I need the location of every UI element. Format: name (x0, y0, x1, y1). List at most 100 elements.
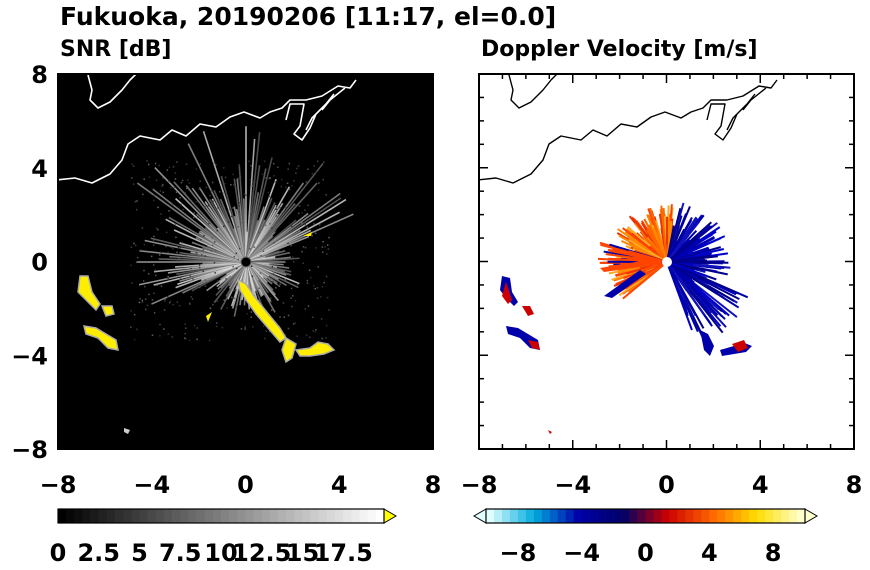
snr-noise (274, 181, 276, 183)
snr-colorbar-tick-label: 2.5 (77, 539, 120, 567)
snr-noise (189, 274, 191, 277)
snr-colorbar-cell (74, 509, 83, 523)
snr-noise (254, 181, 256, 184)
doppler-colorbar-cell (621, 509, 630, 523)
snr-noise (263, 160, 266, 163)
doppler-colorbar-cell (517, 509, 527, 523)
snr-noise (297, 165, 300, 167)
snr-noise (182, 208, 184, 211)
y-tick-label: 8 (31, 61, 48, 89)
snr-noise (160, 251, 163, 254)
snr-noise (185, 254, 187, 256)
snr-noise (318, 224, 321, 226)
snr-noise (181, 179, 184, 182)
snr-noise (314, 232, 317, 235)
snr-noise (180, 181, 183, 184)
doppler-colorbar-cell (773, 509, 782, 523)
snr-noise (152, 264, 155, 266)
snr-noise (305, 181, 308, 183)
snr-colorbar-cell (245, 509, 254, 523)
snr-noise (144, 298, 147, 300)
doppler-colorbar-cell (493, 509, 503, 523)
snr-noise (231, 297, 233, 299)
snr-noise (282, 302, 285, 304)
snr-noise (294, 203, 296, 206)
snr-colorbar-cell (294, 509, 303, 523)
snr-noise (223, 167, 225, 169)
snr-colorbar-cell (375, 509, 385, 523)
snr-noise (213, 162, 216, 164)
snr-noise (188, 182, 191, 184)
snr-noise (172, 166, 175, 168)
snr-noise (313, 222, 315, 225)
snr-noise (275, 287, 277, 289)
snr-noise (250, 165, 252, 167)
snr-noise (188, 302, 191, 305)
snr-noise (230, 215, 233, 218)
snr-noise (237, 225, 240, 228)
snr-noise (153, 239, 155, 241)
snr-noise (163, 328, 165, 330)
snr-noise (190, 247, 192, 250)
doppler-ray-negative (666, 261, 689, 317)
snr-noise (163, 309, 166, 311)
snr-noise (141, 301, 144, 303)
snr-colorbar-cell (82, 509, 91, 523)
snr-noise (162, 191, 165, 194)
snr-noise (154, 162, 157, 165)
snr-noise (147, 163, 150, 166)
snr-noise (168, 180, 170, 183)
snr-noise (168, 166, 171, 169)
snr-colorbar-frame (57, 508, 385, 524)
snr-noise (134, 244, 137, 247)
snr-noise (134, 200, 137, 203)
doppler-ray-positive (660, 205, 668, 263)
snr-noise (309, 276, 312, 279)
snr-noise (192, 278, 194, 280)
snr-colorbar-cell (261, 509, 271, 523)
snr-noise (235, 288, 237, 291)
doppler-ray-positive (646, 229, 668, 263)
snr-noise (262, 325, 265, 327)
doppler-ray-negative (666, 220, 701, 263)
snr-colorbar-cell (90, 509, 100, 523)
snr-noise (208, 339, 211, 342)
snr-noise (261, 173, 264, 175)
snr-axis-ticks: −8 −4 0 4 8 −8 −4 0 4 8 (11, 61, 441, 499)
doppler-axis-ticks: −8 −4 0 4 8 (461, 73, 862, 499)
x-tick-label: −8 (461, 471, 498, 499)
snr-colorbar-cell (172, 509, 181, 523)
snr-echo-west-1 (77, 275, 101, 312)
snr-noise (147, 273, 150, 275)
doppler-ray-negative (666, 261, 707, 277)
snr-radar-site (240, 256, 252, 268)
doppler-colorbar-extend-max (804, 508, 818, 524)
snr-noise (195, 168, 198, 170)
snr-noise (325, 275, 328, 278)
snr-noise (135, 261, 138, 263)
snr-colorbar-extend (383, 508, 397, 524)
doppler-colorbar-cell (797, 509, 806, 523)
snr-noise (301, 212, 303, 214)
snr-echo-west-2 (100, 305, 115, 317)
snr-noise (292, 256, 294, 258)
snr-noise (143, 269, 145, 272)
doppler-colorbar-cell (757, 509, 766, 523)
snr-noise (160, 213, 162, 215)
snr-noise (233, 183, 235, 186)
snr-colorbar-tick-label: 17.5 (314, 539, 373, 567)
snr-noise (311, 172, 314, 175)
doppler-colorbar-cell (629, 509, 638, 523)
snr-noise (287, 242, 289, 245)
snr-noise (141, 227, 144, 229)
snr-noise (258, 231, 260, 234)
snr-colorbar-cell (131, 509, 140, 523)
snr-noise (323, 281, 325, 284)
snr-noise (184, 332, 186, 335)
snr-coastline (58, 74, 357, 184)
snr-noise (143, 285, 146, 288)
snr-noise (306, 282, 309, 284)
snr-noise (168, 210, 170, 212)
snr-noise (274, 231, 276, 233)
